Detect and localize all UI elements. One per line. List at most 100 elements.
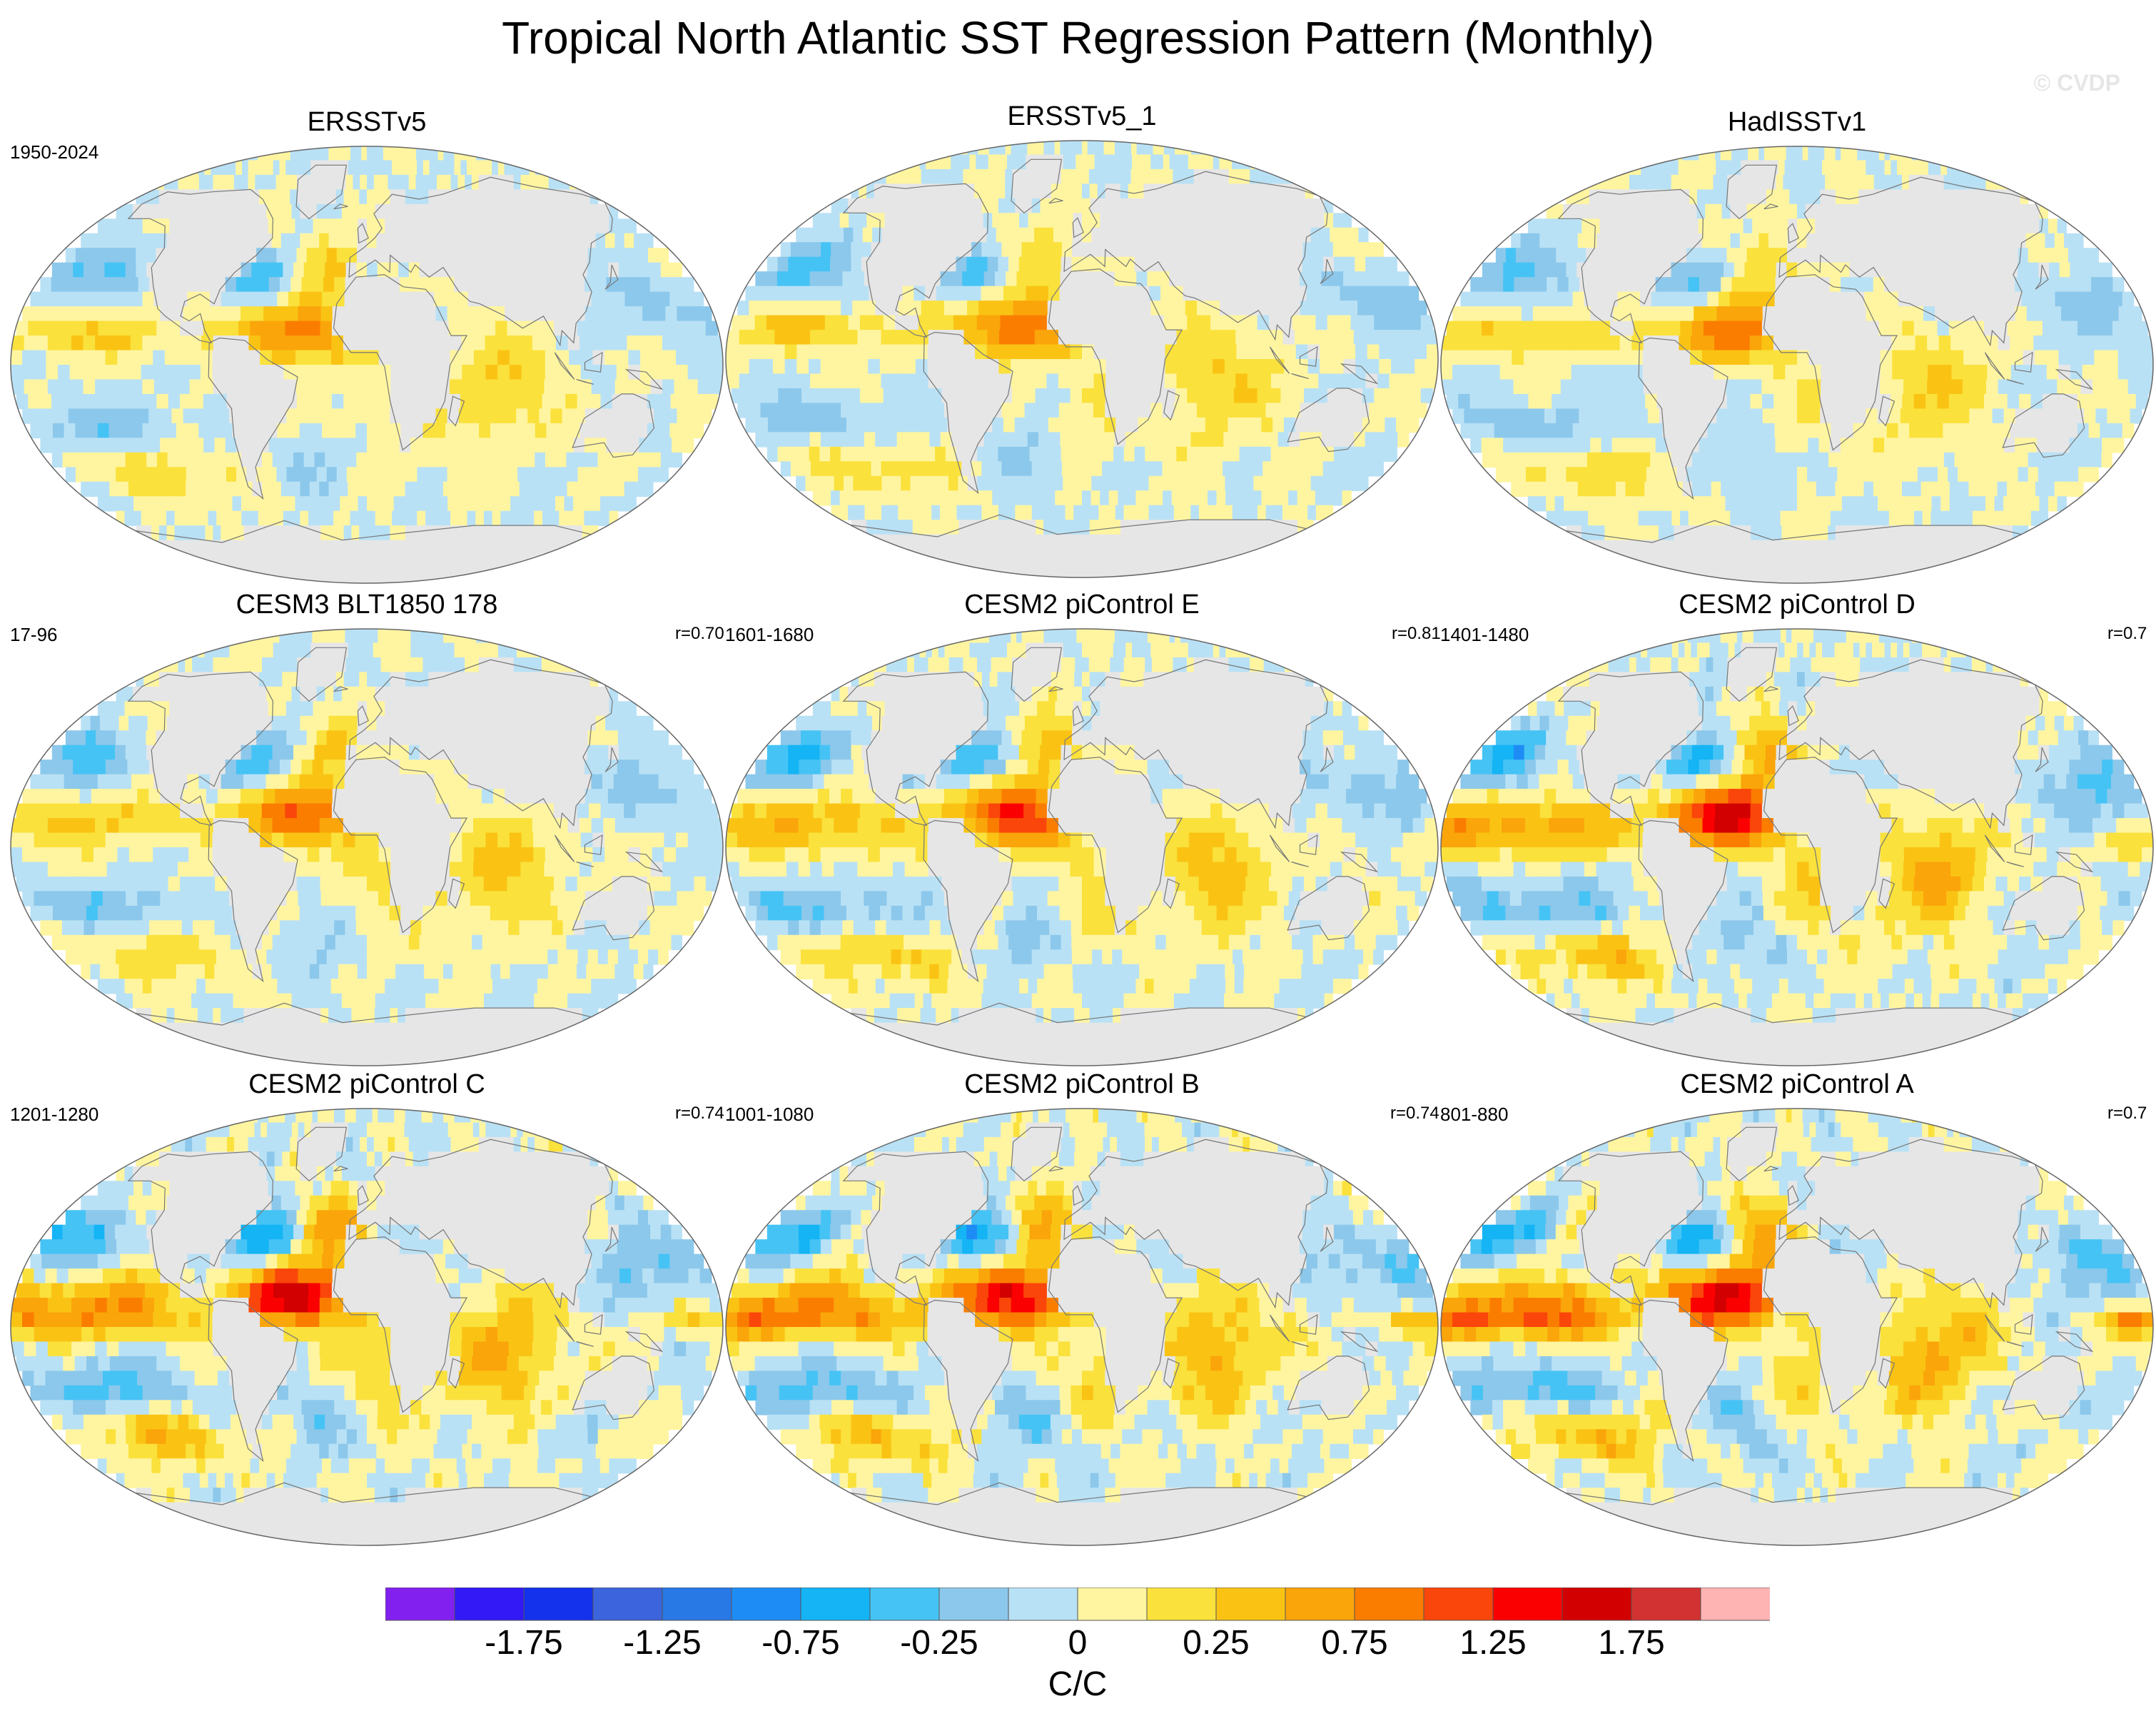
map-border <box>725 628 1439 1066</box>
coastlines <box>1557 164 2094 583</box>
colorbar <box>385 1588 1770 1621</box>
map-border <box>1440 628 2154 1066</box>
panel-period: 1001-1080 <box>725 1104 814 1125</box>
colorbar-swatch <box>1285 1588 1355 1621</box>
colorbar-swatch <box>731 1588 801 1621</box>
sst-field <box>11 146 723 583</box>
panel-period: 1401-1480 <box>1440 624 1529 645</box>
map-border <box>1440 146 2154 584</box>
panel-period: 801-880 <box>1440 1104 1509 1125</box>
coastlines <box>842 1126 1379 1545</box>
sst-regression-map <box>10 628 724 1066</box>
panel-correlation: r=0.7 <box>2107 624 2147 643</box>
panel-correlation: r=0.7 <box>2107 1104 2147 1123</box>
panel-period: 1950-2024 <box>10 141 99 163</box>
panel-correlation: r=0.81 <box>1392 624 1441 643</box>
map-border <box>10 1108 724 1546</box>
colorbar-swatch <box>1077 1588 1148 1621</box>
sst-field <box>11 1109 723 1545</box>
colorbar-swatch <box>1423 1588 1494 1621</box>
panel-title: CESM2 piControl B <box>964 1069 1200 1099</box>
map-border <box>725 1108 1439 1546</box>
colorbar-swatch <box>869 1588 940 1621</box>
map-panel: CESM2 piControl B 1001-1080 r=0.74 <box>725 1069 1439 1555</box>
coastlines <box>127 164 664 583</box>
colorbar-tick-label: 0 <box>1068 1624 1088 1662</box>
sst-regression-map <box>10 146 724 584</box>
colorbar-swatch <box>662 1588 732 1621</box>
colorbar-swatch <box>1562 1588 1632 1621</box>
colorbar-swatch <box>385 1588 455 1621</box>
sst-regression-map <box>1440 1108 2154 1546</box>
panel-title: ERSSTv5 <box>307 107 427 137</box>
sst-field <box>726 1109 1438 1545</box>
colorbar-swatch <box>938 1588 1009 1621</box>
panel-title: ERSSTv5_1 <box>1007 101 1157 131</box>
coastlines <box>127 647 664 1066</box>
colorbar-tick-label: -0.25 <box>900 1624 978 1662</box>
colorbar-swatch <box>1492 1588 1563 1621</box>
sst-field <box>11 629 723 1066</box>
colorbar-tick-label: -1.25 <box>623 1624 702 1662</box>
panel-correlation: r=0.70 <box>675 624 724 643</box>
colorbar-swatch <box>1631 1588 1701 1621</box>
map-panel: ERSSTv5_1 <box>725 101 1439 587</box>
colorbar-swatch <box>454 1588 525 1621</box>
sst-field <box>1441 629 2153 1066</box>
sst-regression-map <box>725 1108 1439 1546</box>
coastlines <box>1557 647 2094 1066</box>
colorbar-tick-label: -1.75 <box>485 1624 563 1662</box>
colorbar-swatch <box>800 1588 871 1621</box>
panel-title: CESM2 piControl E <box>964 590 1200 620</box>
map-border <box>725 140 1439 578</box>
colorbar-tick-label: 0.25 <box>1183 1624 1250 1662</box>
sst-regression-map <box>1440 146 2154 584</box>
panel-title: CESM3 BLT1850 178 <box>236 590 498 620</box>
map-border <box>10 628 724 1066</box>
colorbar-swatch <box>1146 1588 1217 1621</box>
sst-regression-map <box>725 628 1439 1066</box>
coastlines <box>1557 1126 2094 1545</box>
sst-regression-map <box>1440 628 2154 1066</box>
panel-title: CESM2 piControl C <box>248 1069 485 1099</box>
colorbar-tick-label: 1.75 <box>1598 1624 1665 1662</box>
sst-field <box>1441 146 2153 583</box>
coastlines <box>842 647 1379 1066</box>
figure-title: Tropical North Atlantic SST Regression P… <box>502 12 1654 64</box>
panel-period: 17-96 <box>10 624 58 645</box>
map-border <box>10 146 724 584</box>
colorbar-swatch <box>1354 1588 1424 1621</box>
map-panel: CESM2 piControl D 1401-1480 r=0.7 <box>1440 590 2154 1075</box>
colorbar-tick-label: 0.75 <box>1321 1624 1388 1662</box>
panel-title: CESM2 piControl A <box>1680 1069 1914 1099</box>
panel-period: 1601-1680 <box>725 624 814 645</box>
colorbar-unit: C/C <box>1048 1665 1108 1703</box>
map-panel: CESM2 piControl C 1201-1280 r=0.74 <box>10 1069 724 1555</box>
sst-field <box>1441 1109 2153 1545</box>
map-panel: CESM2 piControl E 1601-1680 r=0.81 <box>725 590 1441 1075</box>
map-panel: ERSSTv5 1950-2024 <box>10 107 724 592</box>
colorbar-swatch <box>592 1588 663 1621</box>
map-border <box>1440 1108 2154 1546</box>
map-panel: CESM3 BLT1850 178 17-96 r=0.70 <box>10 590 724 1075</box>
colorbar-tick-label: 1.25 <box>1459 1624 1527 1662</box>
colorbar-swatch <box>1215 1588 1286 1621</box>
panel-title: HadISSTv1 <box>1727 107 1867 137</box>
coastlines <box>842 158 1379 577</box>
sst-field <box>726 629 1438 1066</box>
map-panel: HadISSTv1 <box>1440 107 2154 592</box>
colorbar-swatch <box>1700 1588 1770 1621</box>
colorbar-tick-label: -0.75 <box>761 1624 840 1662</box>
panel-correlation: r=0.74 <box>1390 1104 1439 1123</box>
sst-regression-map <box>10 1108 724 1546</box>
colorbar-swatch <box>1008 1588 1078 1621</box>
watermark: © CVDP <box>2033 70 2120 96</box>
coastlines <box>127 1126 664 1545</box>
sst-field <box>726 141 1438 577</box>
panel-period: 1201-1280 <box>10 1104 99 1125</box>
colorbar-swatch <box>523 1588 594 1621</box>
sst-regression-map <box>725 140 1439 578</box>
panel-title: CESM2 piControl D <box>1679 590 1915 620</box>
panel-correlation: r=0.74 <box>675 1104 724 1123</box>
map-panel: CESM2 piControl A 801-880 r=0.7 <box>1440 1069 2154 1555</box>
